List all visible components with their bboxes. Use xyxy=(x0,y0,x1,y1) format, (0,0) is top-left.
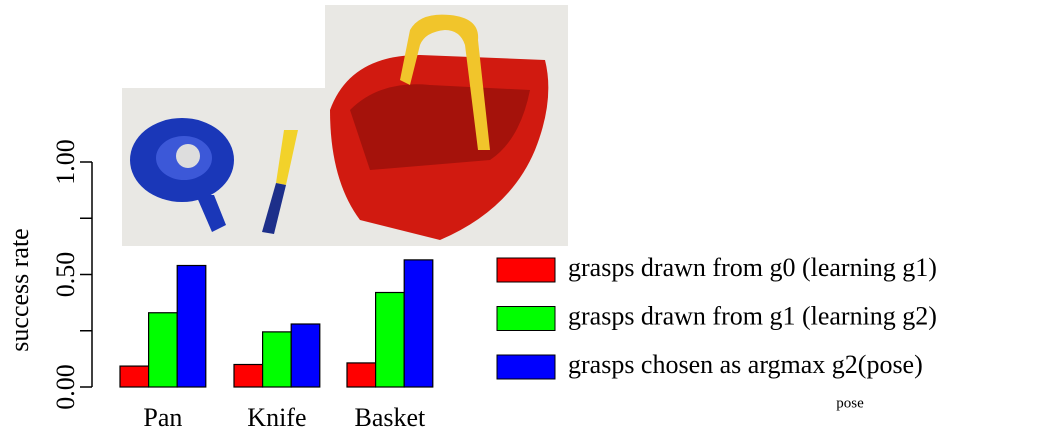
bar xyxy=(291,324,320,387)
legend-annotation: pose xyxy=(836,395,864,411)
x-tick-label: Knife xyxy=(247,403,306,432)
y-tick-label: 0.00 xyxy=(51,364,80,410)
chart: 0.00 0.50 1.00 success rate Pan Knife Basket gr… xyxy=(0,0,1042,435)
bar xyxy=(347,363,376,387)
x-tick-label: Basket xyxy=(355,403,427,432)
bar xyxy=(404,260,433,387)
legend-swatch xyxy=(497,258,555,282)
bar xyxy=(376,293,405,388)
bar xyxy=(263,332,292,387)
y-tick-label: 1.00 xyxy=(51,139,80,185)
bar xyxy=(149,313,178,387)
legend-label: grasps drawn from g1 (learning g2) xyxy=(568,301,937,330)
bar xyxy=(120,366,149,387)
photo xyxy=(122,5,568,246)
bar xyxy=(234,365,263,388)
y-tick-label: 0.50 xyxy=(51,252,80,298)
legend-label: grasps chosen as argmax g2(pose) xyxy=(568,350,923,379)
y-axis-label: success rate xyxy=(5,228,34,351)
x-tick-label: Pan xyxy=(143,403,182,432)
bar xyxy=(177,266,206,388)
legend-swatch xyxy=(497,307,555,331)
legend-swatch xyxy=(497,355,555,379)
legend-label: grasps drawn from g0 (learning g1) xyxy=(568,253,937,282)
